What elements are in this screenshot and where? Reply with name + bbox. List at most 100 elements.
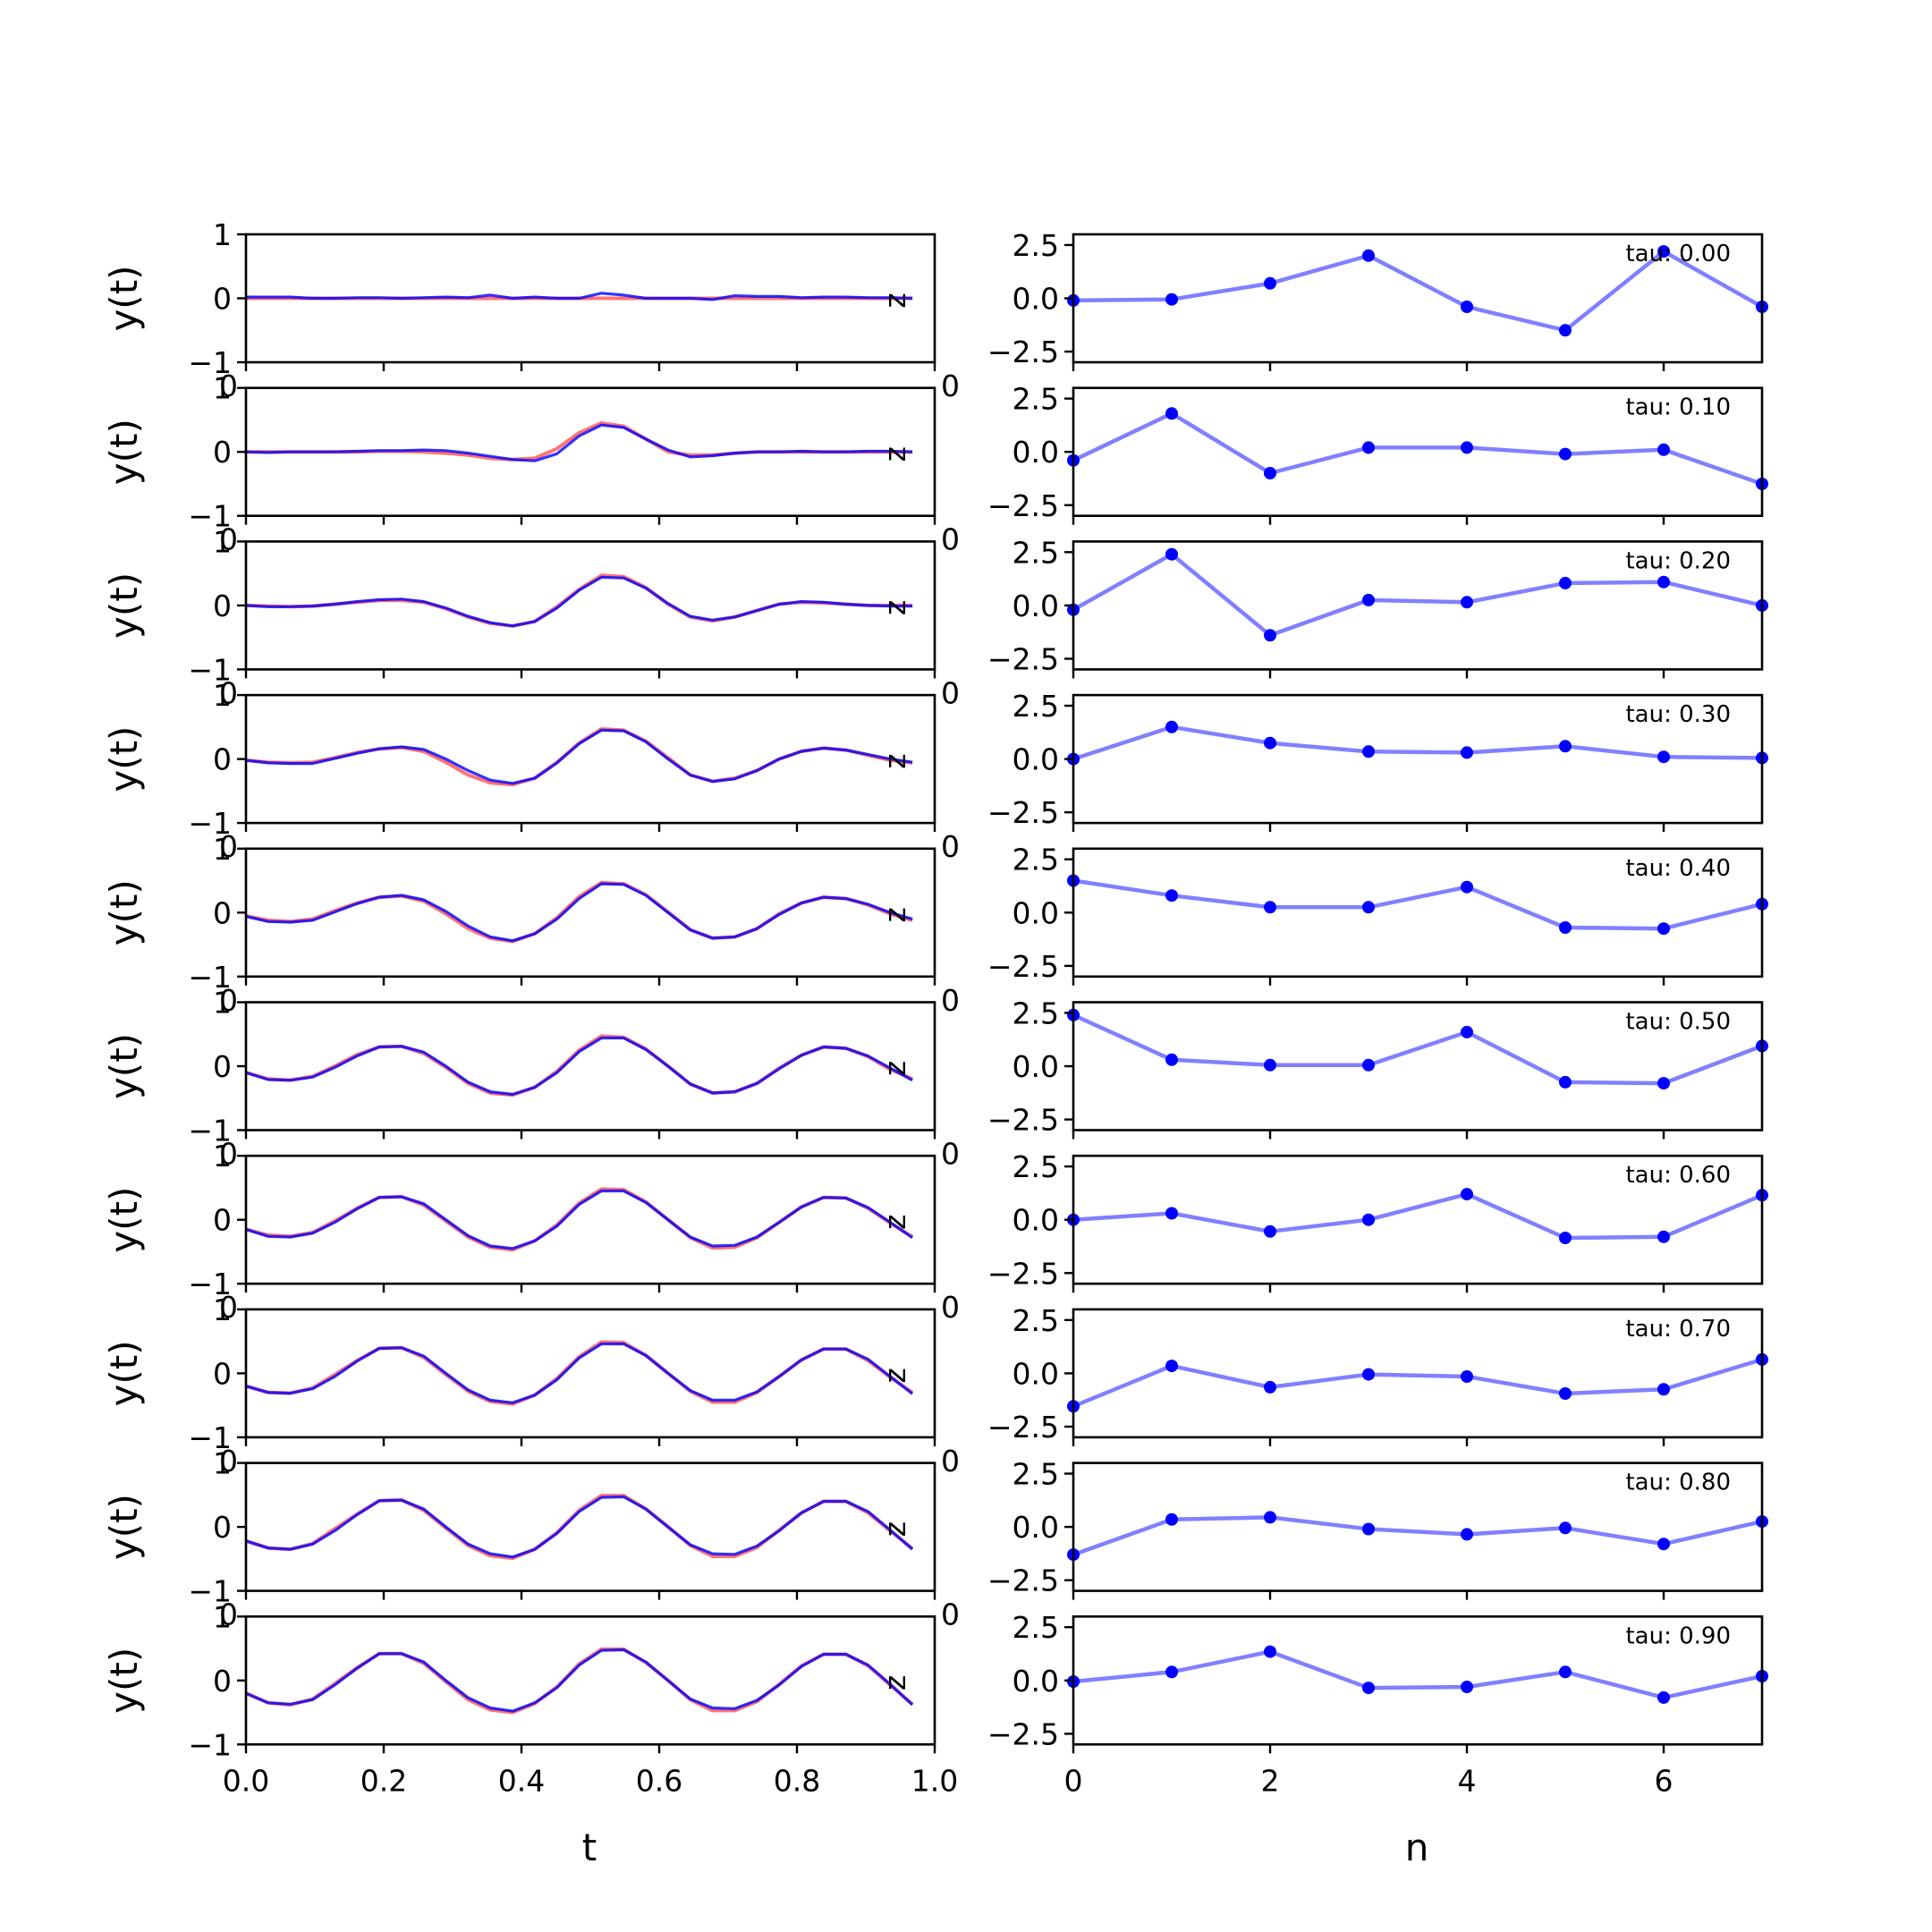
y-tick-label: 0: [213, 895, 232, 930]
right-panel-8: −2.5 0.0 2.5 tau: 0.80: [987, 1457, 1768, 1600]
y-tick-label: 0: [213, 1664, 232, 1699]
y-tick-label: 1: [213, 371, 232, 406]
overlap-tick-text: 0: [219, 829, 238, 864]
left-panel-curves: [246, 880, 913, 944]
coefficient-point: [1264, 1380, 1276, 1394]
overlap-tick-text: 0: [941, 675, 960, 710]
coefficient-point: [1657, 1383, 1670, 1396]
reference-series-line: [246, 880, 913, 944]
left-panel-frame: [244, 1462, 936, 1592]
right-panel-1: −2.5 0.0 2.5 tau: 0.10: [987, 382, 1768, 525]
reference-series-line: [246, 1494, 914, 1561]
y-axis-label: y(t): [102, 572, 146, 639]
coefficient-series-line: [1072, 552, 1763, 638]
y-tick-label: 1: [213, 1292, 232, 1327]
coefficient-point: [1461, 1188, 1473, 1201]
y-tick-label: −2.5: [987, 335, 1059, 369]
y-tick-label: −2.5: [987, 795, 1059, 830]
y-tick-label: 2.5: [1013, 996, 1059, 1030]
coefficient-point: [1264, 1511, 1276, 1524]
overlap-tick-text: 0: [219, 369, 238, 403]
y-tick-label: 0: [213, 1510, 232, 1545]
reconstruction-series-line: [246, 292, 913, 301]
y-tick-label: 2.5: [1013, 1457, 1059, 1492]
overlap-tick-text: 0: [219, 1137, 238, 1172]
right-column-panels: −2.5 0.0 2.5 tau: 0.00 −2.50.02.5 tau: 0.10 −2…: [987, 228, 1768, 1798]
reconstruction-series-line: [246, 575, 913, 628]
coefficient-point: [1264, 901, 1276, 914]
reconstruction-series-line: [246, 1648, 914, 1713]
coefficient-point: [1362, 1213, 1375, 1226]
side-text: z: [877, 1061, 912, 1076]
y-tick-label: 0.0: [1013, 435, 1059, 470]
coefficient-point: [1264, 467, 1276, 479]
y-tick-label: 0: [213, 742, 232, 777]
coefficient-series-line: [1072, 1013, 1763, 1086]
side-text: z: [877, 1521, 912, 1537]
overlap-tick-text: 0: [219, 1444, 238, 1479]
y-tick-label: 0: [213, 589, 232, 623]
x-tick-label: 6: [1655, 1763, 1674, 1798]
coefficient-point: [1657, 750, 1670, 764]
x-tick-label: 4: [1458, 1763, 1477, 1798]
left-panel-curves: [246, 1494, 914, 1561]
y-tick-label: 2.5: [1013, 228, 1059, 263]
x-axis-label-t: t: [582, 1826, 597, 1869]
side-text: z: [877, 600, 912, 615]
coefficient-point: [1362, 1682, 1375, 1695]
coefficient-point: [1264, 1224, 1276, 1238]
right-panel-series: [1067, 1511, 1768, 1562]
y-tick-label: −1: [188, 1727, 232, 1762]
y-tick-label: 1: [213, 832, 232, 867]
coefficient-point: [1362, 1522, 1375, 1536]
overlap-tick-text: 0: [941, 369, 960, 403]
y-tick-label: 2.5: [1013, 1610, 1059, 1645]
left-panel-frame: [244, 1308, 936, 1439]
right-panel-series: [1067, 874, 1768, 936]
coefficient-point: [1657, 245, 1670, 258]
coefficient-series-line: [1072, 1649, 1763, 1700]
tau-annotation: tau: 0.00: [1625, 241, 1731, 267]
y-tick-label: −1: [188, 1114, 232, 1148]
reference-series-line: [246, 1034, 913, 1097]
right-panel-series: [1067, 1645, 1768, 1704]
coefficient-point: [1165, 292, 1178, 306]
coefficient-series-line: [1072, 878, 1763, 931]
coefficient-point: [1461, 880, 1473, 894]
right-panel-4: −2.5 0.0 2.5 tau: 0.40: [987, 843, 1768, 986]
overlap-tick-text: 0: [941, 1290, 960, 1325]
left-panel-curves: [246, 1647, 914, 1715]
coefficient-point: [1657, 922, 1670, 936]
x-tick-label: 0.2: [360, 1763, 407, 1798]
y-tick-label: −1: [188, 499, 232, 534]
x-tick-label: 2: [1261, 1763, 1280, 1798]
x-tick-label: 0.8: [774, 1763, 820, 1798]
coefficient-point: [1362, 249, 1375, 262]
overlap-tick-text: 0: [219, 522, 238, 557]
right-panel-5: −2.5 0.0 2.5 tau: 0.50: [987, 996, 1768, 1140]
coefficient-point: [1165, 547, 1178, 561]
reconstruction-series-line: [246, 1495, 914, 1559]
y-axis-label: y(t): [102, 1033, 146, 1099]
coefficient-point: [1559, 576, 1572, 589]
coefficient-series-line: [1072, 249, 1764, 333]
y-tick-label: 1: [213, 1599, 232, 1634]
left-panel-curves: [246, 292, 913, 301]
reconstruction-series-line: [246, 882, 913, 943]
side-text: z: [877, 292, 912, 308]
x-tick-label: 0.4: [498, 1763, 545, 1798]
coefficient-point: [1362, 441, 1375, 454]
side-text: z: [877, 446, 912, 462]
y-tick-label: 2.5: [1013, 843, 1059, 877]
y-tick-label: −1: [188, 1267, 232, 1301]
coefficient-point: [1362, 1368, 1375, 1381]
coefficient-point: [1165, 1360, 1178, 1373]
tau-annotation: tau: 0.10: [1625, 394, 1731, 421]
